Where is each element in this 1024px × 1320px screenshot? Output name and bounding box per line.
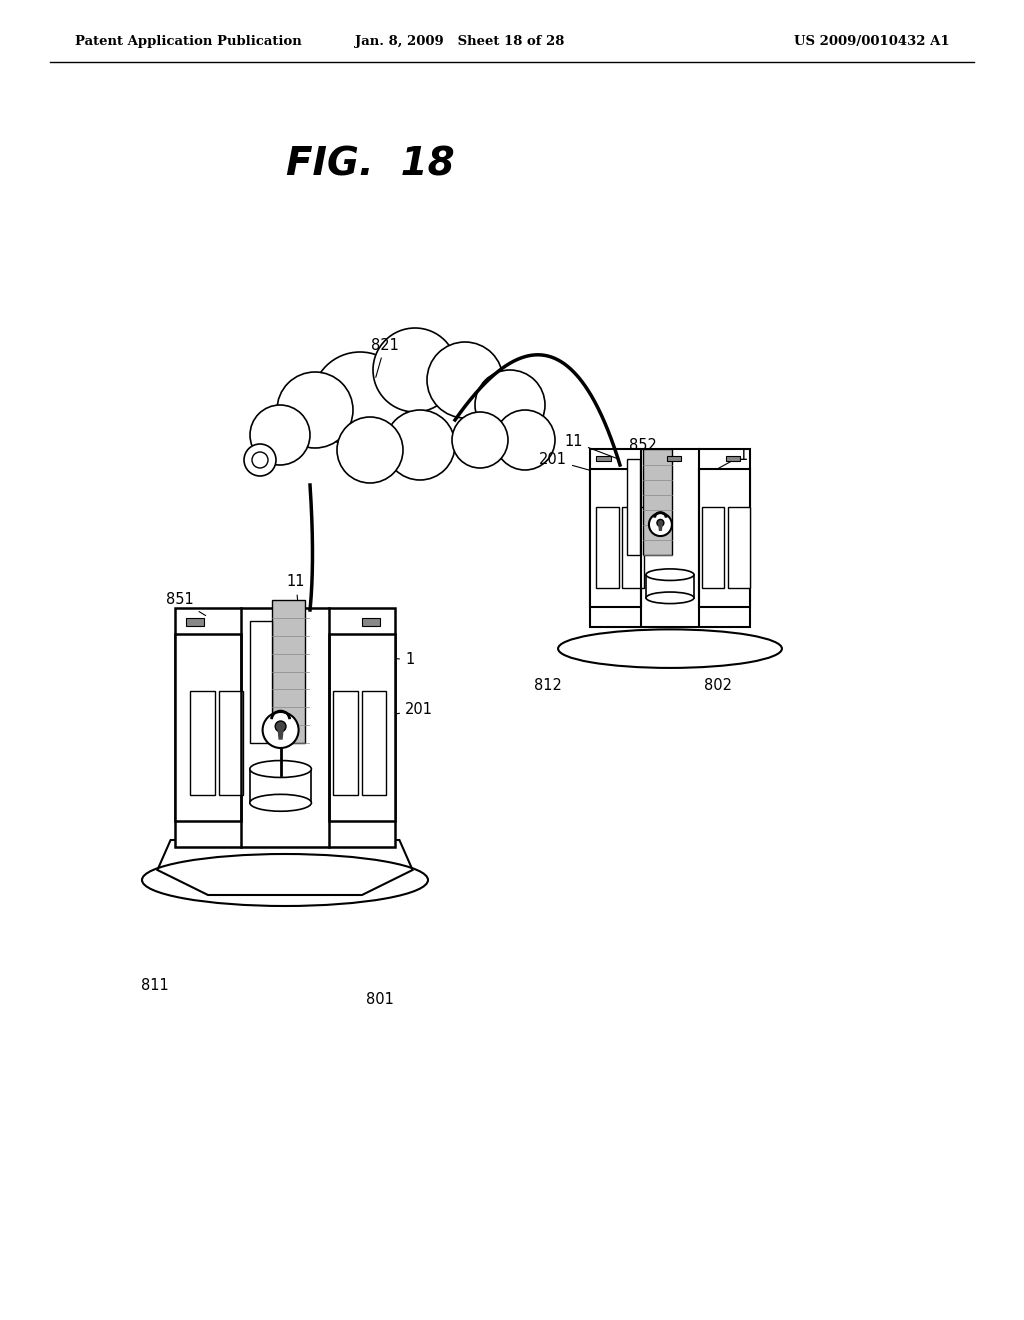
Text: 801: 801 xyxy=(366,993,394,1007)
Text: FIG.  18: FIG. 18 xyxy=(286,147,455,183)
Ellipse shape xyxy=(646,569,694,581)
Polygon shape xyxy=(658,523,663,531)
FancyBboxPatch shape xyxy=(271,601,305,743)
FancyBboxPatch shape xyxy=(175,607,395,847)
Text: 1: 1 xyxy=(713,447,748,471)
FancyBboxPatch shape xyxy=(362,690,386,795)
FancyBboxPatch shape xyxy=(219,690,244,795)
FancyBboxPatch shape xyxy=(329,634,395,821)
Circle shape xyxy=(475,370,545,440)
Circle shape xyxy=(337,417,403,483)
FancyBboxPatch shape xyxy=(622,507,644,589)
Circle shape xyxy=(657,519,664,527)
Circle shape xyxy=(252,451,268,469)
Text: 821: 821 xyxy=(371,338,399,378)
FancyBboxPatch shape xyxy=(596,507,618,589)
FancyBboxPatch shape xyxy=(698,469,750,607)
Circle shape xyxy=(262,711,299,748)
Ellipse shape xyxy=(646,593,694,603)
FancyBboxPatch shape xyxy=(726,457,740,461)
Circle shape xyxy=(250,405,310,465)
FancyBboxPatch shape xyxy=(334,690,357,795)
Text: 802: 802 xyxy=(705,677,732,693)
Circle shape xyxy=(312,352,408,447)
Text: US 2009/0010432 A1: US 2009/0010432 A1 xyxy=(795,36,950,49)
Circle shape xyxy=(275,721,286,731)
FancyBboxPatch shape xyxy=(596,457,611,461)
Circle shape xyxy=(427,342,503,418)
FancyBboxPatch shape xyxy=(643,449,672,556)
Ellipse shape xyxy=(250,795,311,812)
Text: 852: 852 xyxy=(629,437,657,453)
Text: 1: 1 xyxy=(362,652,415,668)
Text: 851: 851 xyxy=(166,593,206,615)
Circle shape xyxy=(452,412,508,469)
Text: 811: 811 xyxy=(141,978,169,993)
FancyBboxPatch shape xyxy=(702,507,724,589)
FancyBboxPatch shape xyxy=(590,449,750,627)
Text: 201: 201 xyxy=(333,702,433,725)
FancyBboxPatch shape xyxy=(250,622,271,743)
Text: 11: 11 xyxy=(564,434,618,459)
FancyBboxPatch shape xyxy=(175,634,241,821)
FancyBboxPatch shape xyxy=(186,618,204,626)
FancyBboxPatch shape xyxy=(590,469,641,607)
Circle shape xyxy=(278,372,353,447)
FancyBboxPatch shape xyxy=(627,459,640,556)
Circle shape xyxy=(385,411,455,480)
FancyBboxPatch shape xyxy=(250,770,311,803)
FancyBboxPatch shape xyxy=(728,507,750,589)
Polygon shape xyxy=(158,840,413,895)
FancyBboxPatch shape xyxy=(190,690,215,795)
Circle shape xyxy=(495,411,555,470)
FancyBboxPatch shape xyxy=(667,457,681,461)
Circle shape xyxy=(373,327,457,412)
Circle shape xyxy=(244,444,276,477)
Ellipse shape xyxy=(250,760,311,777)
Text: Patent Application Publication: Patent Application Publication xyxy=(75,36,302,49)
Text: 812: 812 xyxy=(535,677,562,693)
FancyBboxPatch shape xyxy=(362,618,380,626)
Text: Jan. 8, 2009   Sheet 18 of 28: Jan. 8, 2009 Sheet 18 of 28 xyxy=(355,36,564,49)
FancyBboxPatch shape xyxy=(646,574,694,598)
Polygon shape xyxy=(278,726,284,739)
Circle shape xyxy=(649,513,672,536)
Text: 201: 201 xyxy=(539,453,611,477)
Text: 11: 11 xyxy=(287,574,305,602)
